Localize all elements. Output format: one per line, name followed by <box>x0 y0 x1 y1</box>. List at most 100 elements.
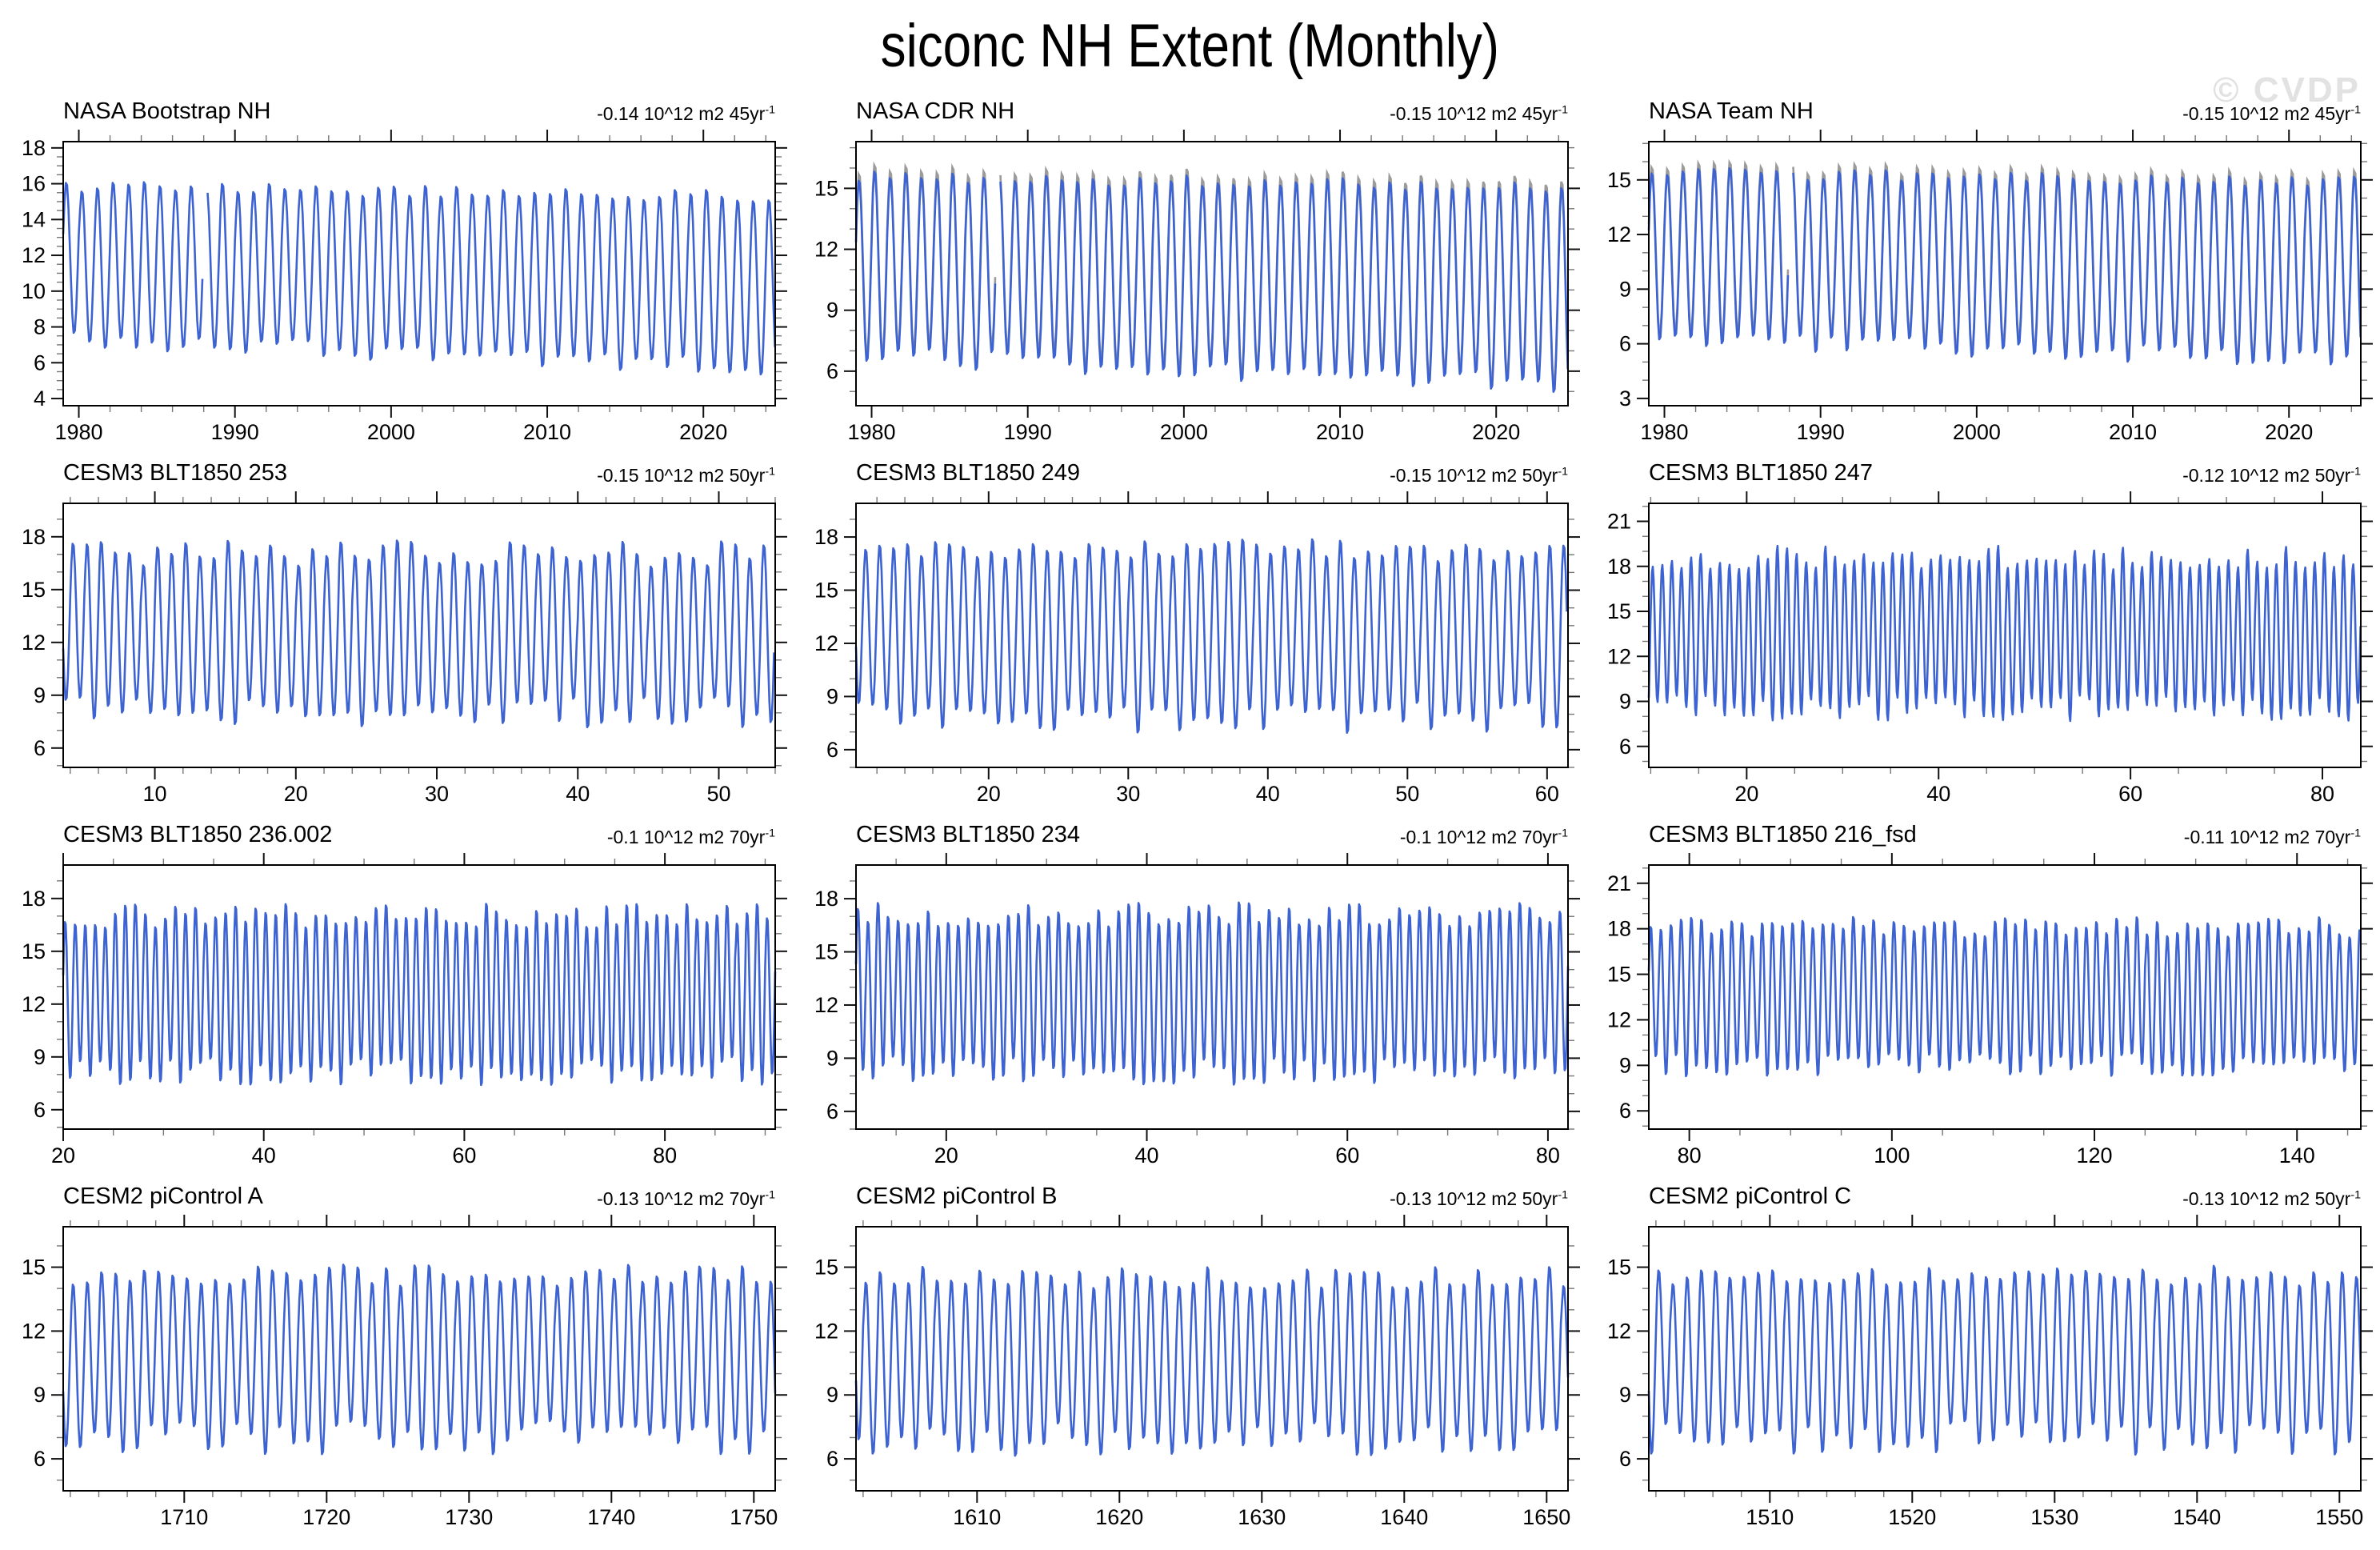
data-series-line <box>854 1265 1570 1457</box>
panel-trend-text: -0.13 10^12 m2 70yr <box>597 1188 766 1209</box>
plot-frame <box>1648 1226 2362 1492</box>
svg-text:6: 6 <box>1619 1099 1631 1123</box>
panel-title: CESM3 BLT1850 249 <box>856 460 1080 486</box>
svg-text:1990: 1990 <box>1004 420 1052 444</box>
plot-frame <box>855 864 1569 1130</box>
svg-text:2000: 2000 <box>367 420 415 444</box>
panel-trend-exponent: -1 <box>2350 465 2361 479</box>
svg-text:2010: 2010 <box>523 420 571 444</box>
svg-text:2010: 2010 <box>2109 420 2157 444</box>
data-series-line <box>62 539 775 729</box>
plot-area: 4 6 8 10 12 14 16 18 1980 1990 2000 2010 2020 <box>22 130 787 444</box>
plot-area: 3 6 9 12 15 1980 1990 2000 2010 2020 <box>1607 130 2373 444</box>
panel-trend-label: -0.15 10^12 m2 50yr-1 <box>597 465 775 487</box>
plot-frame <box>1648 864 2362 1130</box>
svg-text:15: 15 <box>814 176 838 200</box>
svg-text:50: 50 <box>1395 782 1419 806</box>
svg-text:15: 15 <box>1607 599 1631 623</box>
svg-text:9: 9 <box>1619 277 1631 301</box>
svg-text:18: 18 <box>1607 555 1631 579</box>
plot-frame <box>62 503 776 768</box>
panel-trend-label: -0.14 10^12 m2 45yr-1 <box>597 103 775 125</box>
data-series-line <box>62 903 777 1087</box>
plot-frame <box>855 141 1569 407</box>
panel-header: CESM2 piControl A -0.13 10^12 m2 70yr-1 <box>63 1180 775 1210</box>
svg-text:30: 30 <box>425 782 449 806</box>
panel-trend-label: -0.15 10^12 m2 45yr-1 <box>2182 103 2361 125</box>
panel-header: CESM2 piControl B -0.13 10^12 m2 50yr-1 <box>856 1180 1568 1210</box>
axis-labels: 3 6 9 12 15 1980 1990 2000 2010 2020 <box>1607 168 2313 444</box>
axis-ticks <box>844 130 1580 418</box>
svg-text:18: 18 <box>814 525 838 549</box>
svg-text:1980: 1980 <box>54 420 102 444</box>
axis-ticks <box>51 130 787 418</box>
panel-trend-text: -0.14 10^12 m2 45yr <box>597 103 766 124</box>
svg-text:60: 60 <box>452 1143 476 1168</box>
svg-text:12: 12 <box>22 992 46 1016</box>
panel-trend-exponent: -1 <box>2350 1188 2361 1202</box>
panel-trend-label: -0.13 10^12 m2 50yr-1 <box>1390 1188 1568 1210</box>
svg-text:140: 140 <box>2279 1143 2315 1168</box>
svg-text:12: 12 <box>22 631 46 655</box>
plot-area: 6 9 12 15 18 20 30 40 50 60 <box>814 491 1580 806</box>
panel-header: CESM2 piControl C -0.13 10^12 m2 50yr-1 <box>1649 1180 2361 1210</box>
panel: CESM3 BLT1850 247 -0.12 10^12 m2 50yr-1 … <box>1586 456 2379 818</box>
panel-title: CESM2 piControl A <box>63 1184 263 1209</box>
panel-grid: NASA Bootstrap NH -0.14 10^12 m2 45yr-1 … <box>1 94 2380 1541</box>
svg-text:10: 10 <box>22 279 46 303</box>
panel-trend-exponent: -1 <box>765 465 775 479</box>
svg-text:9: 9 <box>826 1046 838 1070</box>
axis-labels: 6 9 12 15 1710 1720 1730 1740 1750 <box>22 1256 778 1529</box>
axis-labels: 6 9 12 15 18 10 20 30 40 50 <box>22 525 731 806</box>
data-series-line <box>854 901 1570 1086</box>
plot-area: 6 9 12 15 18 10 20 30 40 50 <box>22 491 787 806</box>
plot-area: 6 9 12 15 1610 1620 1630 1640 1650 <box>814 1215 1580 1529</box>
svg-text:16: 16 <box>22 172 46 196</box>
panel-trend-text: -0.15 10^12 m2 45yr <box>2182 103 2351 124</box>
svg-text:20: 20 <box>1734 782 1758 806</box>
axis-ticks <box>51 491 787 779</box>
panel-title: NASA Bootstrap NH <box>63 98 271 124</box>
axis-ticks <box>1637 1215 2373 1503</box>
axis-labels: 6 9 12 15 18 20 30 40 50 60 <box>814 525 1559 806</box>
panel-trend-text: -0.11 10^12 m2 70yr <box>2183 827 2351 847</box>
panel-trend-text: -0.1 10^12 m2 70yr <box>1399 827 1558 847</box>
panel-trend-exponent: -1 <box>1558 827 1568 840</box>
svg-text:15: 15 <box>1607 963 1631 987</box>
axis-ticks <box>1637 853 2373 1141</box>
panel-header: NASA CDR NH -0.15 10^12 m2 45yr-1 <box>856 94 1568 125</box>
svg-text:12: 12 <box>1607 222 1631 246</box>
axis-ticks <box>844 853 1580 1141</box>
panel: CESM3 BLT1850 249 -0.15 10^12 m2 50yr-1 … <box>794 456 1586 818</box>
panel-trend-exponent: -1 <box>2350 827 2361 840</box>
panel-title: NASA Team NH <box>1649 98 1814 124</box>
svg-text:15: 15 <box>814 940 838 964</box>
svg-text:15: 15 <box>22 1256 46 1280</box>
panel-trend-label: -0.15 10^12 m2 45yr-1 <box>1390 103 1568 125</box>
svg-text:6: 6 <box>826 738 838 762</box>
svg-text:60: 60 <box>1335 1143 1359 1168</box>
axis-labels: 4 6 8 10 12 14 16 18 1980 1990 2000 2010 2020 <box>22 136 727 444</box>
svg-text:1640: 1640 <box>1380 1505 1428 1529</box>
panel: CESM3 BLT1850 234 -0.1 10^12 m2 70yr-1 6… <box>794 818 1586 1180</box>
svg-text:1980: 1980 <box>847 420 895 444</box>
svg-text:15: 15 <box>22 578 46 602</box>
panel: NASA Bootstrap NH -0.14 10^12 m2 45yr-1 … <box>1 94 794 456</box>
panel: NASA CDR NH -0.15 10^12 m2 45yr-1 6 9 12 15… <box>794 94 1586 456</box>
svg-text:80: 80 <box>653 1143 677 1168</box>
svg-text:1980: 1980 <box>1640 420 1688 444</box>
axis-labels: 6 9 12 15 1510 1520 1530 1540 1550 <box>1607 1256 2363 1529</box>
svg-text:40: 40 <box>1256 782 1280 806</box>
panel-trend-text: -0.15 10^12 m2 50yr <box>597 465 766 486</box>
panel-trend-exponent: -1 <box>765 1188 775 1202</box>
panel-header: CESM3 BLT1850 236.002 -0.1 10^12 m2 70yr… <box>63 818 775 848</box>
svg-text:60: 60 <box>2118 782 2142 806</box>
svg-text:6: 6 <box>1619 332 1631 356</box>
panel-trend-label: -0.11 10^12 m2 70yr-1 <box>2184 827 2361 848</box>
svg-text:3: 3 <box>1619 386 1631 411</box>
axis-ticks <box>844 1215 1580 1503</box>
panel: CESM3 BLT1850 253 -0.15 10^12 m2 50yr-1 … <box>1 456 794 818</box>
axis-labels: 6 9 12 15 18 20 40 60 80 <box>22 887 677 1168</box>
cvdp-watermark: © CVDP <box>2213 70 2361 110</box>
panel-title: CESM3 BLT1850 253 <box>63 460 287 486</box>
